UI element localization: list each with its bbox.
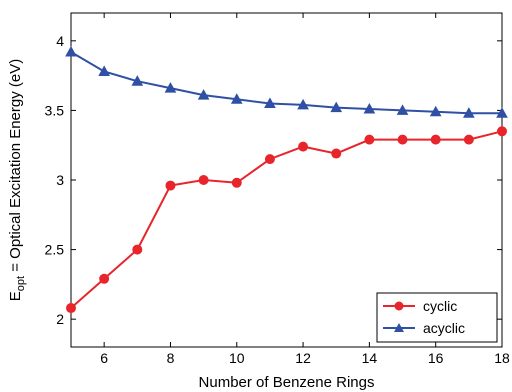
y-axis-label: Eopt = Optical Excitation Energy (eV) <box>7 59 27 302</box>
data-point-acyclic <box>462 107 475 118</box>
data-point-cyclic <box>298 141 309 152</box>
data-point-cyclic <box>165 180 176 191</box>
data-point-cyclic <box>99 273 110 284</box>
data-point-cyclic <box>430 134 441 145</box>
data-point-cyclic <box>331 148 342 159</box>
data-point-acyclic <box>164 82 177 93</box>
data-point-cyclic <box>231 177 242 188</box>
x-tick-label: 8 <box>167 350 175 366</box>
x-tick-label: 14 <box>362 350 378 366</box>
data-point-acyclic <box>396 104 409 115</box>
data-point-acyclic <box>363 102 376 114</box>
x-tick-label: 6 <box>100 350 108 366</box>
y-axis-label-subscript: opt <box>15 276 27 291</box>
x-tick-label: 18 <box>494 350 510 366</box>
data-point-cyclic <box>132 244 143 255</box>
series-layer <box>65 45 508 314</box>
x-tick-label: 16 <box>428 350 444 366</box>
data-point-acyclic <box>330 101 343 113</box>
legend-label-acyclic: acyclic <box>423 320 465 336</box>
y-tick-label: 3 <box>56 172 64 188</box>
y-axis-label-rest: = Optical Excitation Energy (eV) <box>7 59 24 276</box>
y-tick-label: 2 <box>56 311 64 327</box>
data-point-cyclic <box>463 134 474 145</box>
data-point-cyclic <box>397 134 408 145</box>
legend-label-cyclic: cyclic <box>423 298 457 314</box>
y-tick-label: 3.5 <box>45 102 65 118</box>
data-point-acyclic <box>131 75 144 86</box>
y-tick-label: 2.5 <box>45 242 65 258</box>
data-point-cyclic <box>264 154 275 165</box>
series-line-acyclic <box>70 51 502 115</box>
data-point-acyclic <box>98 65 111 76</box>
x-tick-label: 10 <box>229 350 245 366</box>
data-point-cyclic <box>66 303 76 314</box>
legend-box <box>376 292 498 343</box>
data-point-acyclic <box>496 107 508 118</box>
legend: cyclic acyclic <box>376 292 498 343</box>
y-tick-label: 4 <box>56 33 64 49</box>
data-point-cyclic <box>198 175 209 185</box>
data-point-cyclic <box>497 126 507 137</box>
legend-marker-acyclic <box>394 323 404 332</box>
data-point-acyclic <box>264 97 276 108</box>
data-point-acyclic <box>197 89 210 100</box>
axis-ticks: 6 8 10 12 14 16 18 2 2.5 3 3.5 4 <box>45 13 510 366</box>
data-point-cyclic <box>364 134 375 145</box>
legend-marker-cyclic <box>394 301 404 311</box>
data-point-acyclic <box>297 98 309 110</box>
x-axis-label: Number of Benzene Rings <box>199 374 375 391</box>
y-axis-label-base: E <box>7 291 24 301</box>
series-line-cyclic <box>70 130 503 309</box>
data-point-acyclic <box>429 105 442 117</box>
data-point-acyclic <box>230 93 243 104</box>
x-tick-label: 12 <box>295 350 311 366</box>
data-point-acyclic <box>65 45 77 57</box>
